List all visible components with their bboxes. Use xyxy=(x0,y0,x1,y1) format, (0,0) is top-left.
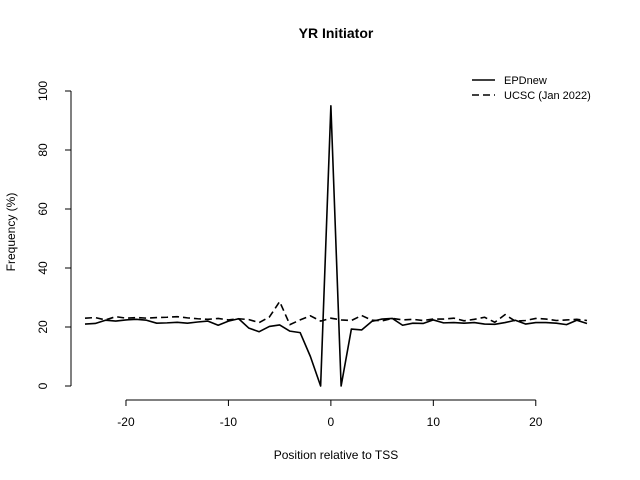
y-tick-label: 20 xyxy=(36,320,50,334)
y-axis: 0 20 40 60 80 100 xyxy=(36,81,72,389)
y-tick-label: 60 xyxy=(36,202,50,216)
y-axis-label: Frequency (%) xyxy=(4,193,18,272)
legend-label: UCSC (Jan 2022) xyxy=(504,90,591,102)
y-tick-label: 40 xyxy=(36,261,50,275)
y-tick-label: 100 xyxy=(36,81,50,101)
y-tick-label: 80 xyxy=(36,143,50,157)
legend-label: EPDnew xyxy=(504,75,547,87)
x-axis: -20 -10 0 10 20 xyxy=(117,399,543,429)
series-line-epdnew xyxy=(84,104,588,387)
series-group xyxy=(84,104,588,387)
x-tick-label: 20 xyxy=(529,415,543,429)
x-tick-label: 10 xyxy=(427,415,441,429)
x-tick-label: 0 xyxy=(328,415,335,429)
x-tick-label: -10 xyxy=(220,415,238,429)
x-axis-label: Position relative to TSS xyxy=(274,448,399,462)
x-tick-label: -20 xyxy=(117,415,135,429)
series-line-ucsc-jan-2022 xyxy=(84,300,588,326)
legend: EPDnew UCSC (Jan 2022) xyxy=(472,75,591,102)
y-tick-label: 0 xyxy=(36,382,50,389)
chart-title: YR Initiator xyxy=(299,25,374,41)
